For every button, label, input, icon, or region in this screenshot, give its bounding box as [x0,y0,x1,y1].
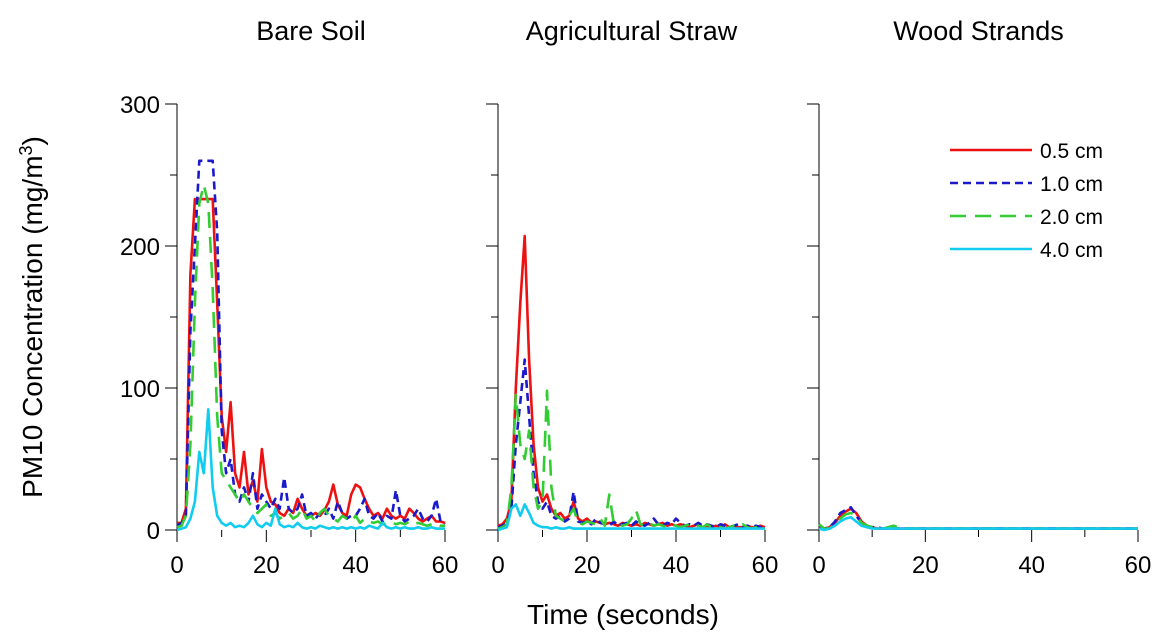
panel-2-title: Agricultural Straw [526,16,738,46]
panel-1-x-tick-label: 20 [253,552,280,579]
y-axis-label: PM10 Concentration (mg/m3) [16,136,48,498]
y-axis-label-superscript: 3 [16,145,36,155]
panel-2-series-0-5-cm [497,234,766,529]
panel-3-title: Wood Strands [893,16,1064,46]
panel-1-y-tick-label: 300 [120,92,160,119]
x-axis-label: Time (seconds) [527,599,719,630]
panel-1-series-4-0-cm [176,407,445,532]
panel-3-series-4-0-cm [818,515,1138,532]
panel-3-x-tick-label: 40 [1018,552,1045,579]
panel-2-x-tick-label: 60 [752,552,779,579]
panel-2-x-tick-label: 40 [663,552,690,579]
panel-1-series-1-0-cm [176,159,446,527]
legend-label: 2.0 cm [1040,206,1103,229]
panel-2-series-2-0-cm [497,389,766,530]
panel-1-series-2-0-cm [176,183,445,529]
panel-3-x-tick-label: 20 [912,552,939,579]
y-axis-label-text: PM10 Concentration (mg/m [17,155,48,497]
legend-label: 4.0 cm [1040,239,1103,262]
panel-2-series-4-0-cm [497,503,765,532]
legend-label: 1.0 cm [1040,173,1103,196]
panel-1-title: Bare Soil [256,16,366,46]
legend-label: 0.5 cm [1040,140,1103,163]
panel-1-x-tick-label: 0 [170,552,183,579]
panel-2-x-tick-label: 20 [574,552,601,579]
panel-2-series-1-0-cm [497,358,765,529]
panel-1-x-tick-label: 60 [432,552,459,579]
panel-1-x-tick-label: 40 [342,552,369,579]
panel-3-x-tick-label: 0 [812,552,825,579]
panel-1-y-tick-label: 0 [147,518,160,545]
y-axis-label-close: ) [17,136,48,145]
panel-1-y-tick-label: 100 [120,376,160,403]
panel-3-x-tick-label: 60 [1125,552,1152,579]
panel-2-x-tick-label: 0 [491,552,504,579]
panel-1-y-tick-label: 200 [120,234,160,261]
